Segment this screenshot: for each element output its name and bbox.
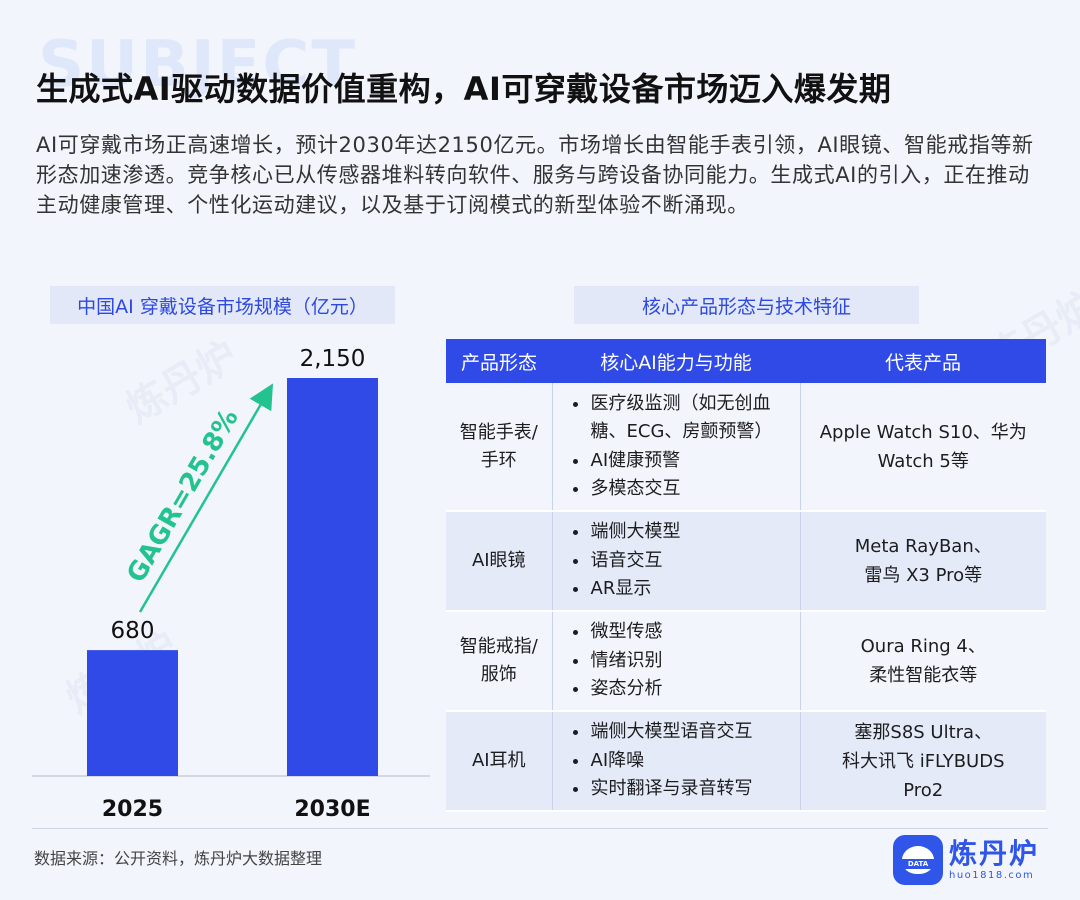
ai-features-cell: 医疗级监测（如无创血 糖、ECG、房颤预警） AI健康预警 多模态交互 bbox=[552, 383, 801, 512]
feature-list-item: 端侧大模型 bbox=[572, 518, 800, 547]
product-form-cell: AI眼镜 bbox=[446, 511, 553, 612]
table-row: AI眼镜 端侧大模型 语音交互 AR显示 Meta RayBan、 雷鸟 X3 Pro等 bbox=[446, 511, 1046, 612]
ai-features-cell: 端侧大模型 语音交互 AR显示 bbox=[552, 511, 801, 612]
product-name-text: 柔性智能衣等 bbox=[869, 665, 978, 686]
feature-list-item: AR显示 bbox=[572, 575, 800, 604]
bar-2025 bbox=[87, 650, 178, 776]
product-form-text: 手环 bbox=[480, 449, 517, 471]
product-name-text: 雷鸟 X3 Pro等 bbox=[864, 565, 983, 586]
feature-list-item: 姿态分析 bbox=[572, 675, 800, 704]
product-form-text: AI眼镜 bbox=[471, 550, 526, 571]
growth-arrow bbox=[138, 383, 274, 613]
page-title: 生成式AI驱动数据价值重构，AI可穿戴设备市场迈入爆发期 bbox=[36, 70, 892, 108]
x-tick-label-2030E: 2030E bbox=[294, 797, 370, 822]
product-name-text: Meta RayBan、 bbox=[854, 536, 992, 557]
chart-title: 中国AI 穿戴设备市场规模（亿元） bbox=[50, 286, 395, 324]
ai-features-cell: 微型传感 情绪识别 姿态分析 bbox=[552, 611, 801, 712]
column-header-products: 代表产品 bbox=[800, 339, 1046, 383]
market-size-bar-chart: 680 2025 2,150 2030E GAGR=25.8% bbox=[32, 346, 430, 822]
table-title: 核心产品形态与技术特征 bbox=[574, 286, 919, 324]
feature-list-item: 端侧大模型语音交互 bbox=[572, 718, 800, 747]
product-form-cell: AI耳机 bbox=[446, 711, 553, 812]
product-name-text: Apple Watch S10、华为 bbox=[819, 421, 1027, 443]
product-form-text: 智能戒指/ bbox=[459, 636, 538, 657]
ai-features-cell: 端侧大模型语音交互 AI降噪 实时翻译与录音转写 bbox=[552, 711, 801, 812]
logo-badge: DATA bbox=[899, 859, 937, 869]
bar-2030E bbox=[287, 378, 378, 776]
brand-name: 炼丹炉 bbox=[949, 837, 1040, 870]
product-form-text: 服饰 bbox=[480, 664, 517, 685]
column-header-features: 核心AI能力与功能 bbox=[552, 339, 800, 383]
representative-products-cell: 塞那S8S Ultra、 科大讯飞 iFLYBUDS Pro2 bbox=[800, 711, 1046, 812]
cagr-annotation: GAGR=25.8% bbox=[121, 404, 244, 588]
x-tick-label-2025: 2025 bbox=[102, 797, 163, 822]
product-name-text: Watch 5等 bbox=[877, 450, 969, 472]
product-feature-table: 产品形态 核心AI能力与功能 代表产品 智能手表/手环 医疗级监测（如无创血 糖、E… bbox=[446, 339, 1046, 812]
page-description: AI可穿戴市场正高速增长，预计2030年达2150亿元。市场增长由智能手表引领，… bbox=[36, 133, 1034, 217]
product-form-text: AI耳机 bbox=[471, 750, 526, 771]
data-label-2025: 680 bbox=[111, 618, 155, 644]
product-name-text: Oura Ring 4、 bbox=[860, 636, 986, 657]
table-row: 智能戒指/服饰 微型传感 情绪识别 姿态分析 Oura Ring 4、 柔性智能衣等 bbox=[446, 611, 1046, 712]
product-name-text: Pro2 bbox=[903, 779, 944, 801]
feature-list-item: 多模态交互 bbox=[572, 475, 800, 504]
data-source-note: 数据来源：公开资料，炼丹炉大数据整理 bbox=[34, 849, 323, 868]
feature-list-item: 语音交互 bbox=[572, 547, 800, 576]
brand-url: huo1818.com bbox=[949, 870, 1035, 881]
product-form-cell: 智能戒指/服饰 bbox=[446, 611, 553, 712]
feature-list-item: AI健康预警 bbox=[572, 447, 800, 476]
column-header-form: 产品形态 bbox=[446, 339, 552, 383]
product-name-text: 塞那S8S Ultra、 bbox=[854, 721, 993, 743]
feature-list-item: 实时翻译与录音转写 bbox=[572, 775, 800, 804]
product-form-cell: 智能手表/手环 bbox=[446, 383, 553, 512]
background-watermark-word: SUBJECT bbox=[38, 28, 357, 102]
feature-list-item: AI降噪 bbox=[572, 747, 800, 776]
feature-list-item: 微型传感 bbox=[572, 618, 800, 647]
product-form-text: 智能手表/ bbox=[459, 421, 538, 443]
footer-divider bbox=[32, 828, 1048, 829]
table-row: 智能手表/手环 医疗级监测（如无创血 糖、ECG、房颤预警） AI健康预警 多模态交互 A… bbox=[446, 383, 1046, 512]
product-name-text: 科大讯飞 iFLYBUDS bbox=[841, 750, 1005, 772]
brand-logo-icon: DATA bbox=[893, 835, 943, 885]
representative-products-cell: Oura Ring 4、 柔性智能衣等 bbox=[800, 611, 1046, 712]
data-label-2030E: 2,150 bbox=[300, 346, 366, 372]
table-row: AI耳机 端侧大模型语音交互 AI降噪 实时翻译与录音转写 塞那S8S Ultra、 科大… bbox=[446, 711, 1046, 812]
brand-logo: DATA 炼丹炉 huo1818.com bbox=[893, 832, 1053, 888]
feature-list-item: 医疗级监测（如无创血 糖、ECG、房颤预警） bbox=[572, 390, 800, 447]
feature-list-item: 情绪识别 bbox=[572, 647, 800, 676]
representative-products-cell: Meta RayBan、 雷鸟 X3 Pro等 bbox=[800, 511, 1046, 612]
representative-products-cell: Apple Watch S10、华为 Watch 5等 bbox=[800, 383, 1046, 512]
